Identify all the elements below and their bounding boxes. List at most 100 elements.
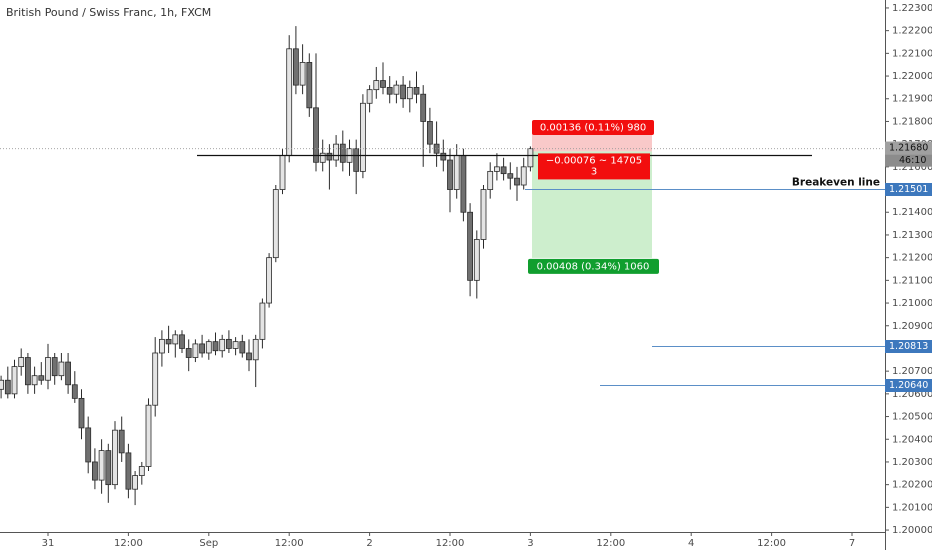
candle-body [433, 143, 440, 154]
chart-title: British Pound / Swiss Franc, 1h, FXCM [6, 6, 211, 19]
candle-body [239, 341, 246, 354]
candle-body [480, 189, 487, 240]
candle-body [359, 102, 366, 172]
candle-body [406, 86, 413, 100]
stop-label-box [532, 120, 654, 136]
y-tick-label: 1.20100 [892, 502, 932, 513]
candle-body [158, 338, 165, 354]
candle-body [172, 334, 179, 345]
candle-body [78, 397, 85, 429]
candle-body [185, 348, 192, 358]
candle-body [92, 461, 98, 481]
candle-body [413, 86, 420, 95]
pnl-label-box [538, 153, 650, 180]
candle-body [266, 257, 273, 304]
price-tag [885, 379, 932, 392]
candle-body [313, 107, 319, 163]
candle-body [252, 338, 259, 361]
candle-body [219, 338, 226, 352]
x-tick-label: Sep [199, 538, 218, 549]
candle-body [326, 152, 333, 161]
y-tick-label: 1.20000 [892, 525, 932, 536]
y-tick-label: 1.21400 [892, 207, 932, 218]
candle-body [393, 84, 400, 95]
candle-body [51, 357, 58, 377]
y-tick-label: 1.20200 [892, 480, 932, 491]
stop-label: 0.00136 (0.11%) 980 [540, 123, 646, 134]
target-label: 0.00408 (0.34%) 1060 [537, 261, 650, 272]
last-price-tag-top [885, 141, 932, 155]
candle-body [192, 343, 199, 358]
y-tick-label: 1.20300 [892, 457, 932, 468]
x-tick-label: 12:00 [114, 538, 143, 549]
candle-body [507, 173, 514, 179]
candle-body [500, 166, 507, 175]
candle-body [212, 341, 219, 352]
y-tick-label: 1.22200 [892, 26, 932, 37]
candle-body [4, 379, 11, 395]
candle-body [112, 429, 118, 486]
candle-body [132, 475, 139, 490]
candle-body [272, 189, 279, 259]
candle-body [460, 155, 467, 213]
candle-body [440, 152, 447, 161]
candle-body [225, 338, 232, 349]
candle-body [24, 357, 31, 386]
y-tick-label: 1.20700 [892, 366, 932, 377]
candle-body [31, 375, 38, 386]
candle-body [85, 427, 92, 463]
candle-body [514, 177, 520, 186]
pnl-label: −0.00076 ~ 14705 [546, 155, 642, 166]
candle-body [118, 429, 125, 454]
x-tick-label: 12:00 [596, 538, 625, 549]
candle-body [18, 357, 25, 368]
y-tick-label: 1.21000 [892, 298, 932, 309]
candle-body [11, 366, 18, 395]
candle-body [138, 466, 145, 476]
candle-body [165, 338, 172, 345]
y-tick-label: 1.21900 [892, 94, 932, 105]
candle-body [179, 334, 185, 349]
candle-body [292, 48, 299, 86]
candle-body [71, 384, 78, 399]
candle-body [400, 84, 407, 100]
candle-body [386, 86, 393, 95]
price-tag [885, 183, 932, 196]
y-tick-label: 1.20400 [892, 434, 932, 445]
y-tick-label: 1.22300 [892, 3, 932, 14]
countdown-label: 46:10 [899, 155, 926, 166]
candle-body [366, 89, 373, 104]
candle-body [520, 166, 527, 186]
x-tick-label: 4 [688, 538, 694, 549]
candle-body [45, 357, 51, 381]
x-tick-label: 12:00 [757, 538, 786, 549]
line-name: Breakeven line [792, 177, 880, 189]
candle-body [420, 93, 427, 122]
x-tick-label: 2 [366, 538, 372, 549]
candle-body [259, 302, 266, 340]
y-tick-label: 1.21800 [892, 116, 932, 127]
candle-body [353, 148, 360, 172]
target-label-box [528, 258, 659, 274]
y-tick-label: 1.21100 [892, 275, 932, 286]
candle-body [493, 166, 500, 172]
candle-body [105, 450, 112, 486]
plot-area [0, 26, 885, 506]
candle-body [286, 48, 293, 156]
candle-body [246, 352, 252, 361]
candle-body [0, 379, 5, 390]
y-tick-label: 1.21200 [892, 253, 932, 264]
candle-body [145, 404, 152, 467]
candle-body [65, 361, 71, 386]
candle-body [380, 80, 386, 88]
price-tag-label: 1.21501 [889, 184, 928, 195]
y-tick-label: 1.20500 [892, 412, 932, 423]
y-tick-label: 1.20900 [892, 321, 932, 332]
y-tick-label: 1.20600 [892, 389, 932, 400]
candle-body [527, 148, 534, 168]
price-tag-label: 1.20640 [889, 380, 928, 391]
pnl-label-2: 3 [591, 166, 597, 177]
last-price-label: 1.21680 [889, 143, 928, 154]
candle-body [98, 450, 105, 481]
